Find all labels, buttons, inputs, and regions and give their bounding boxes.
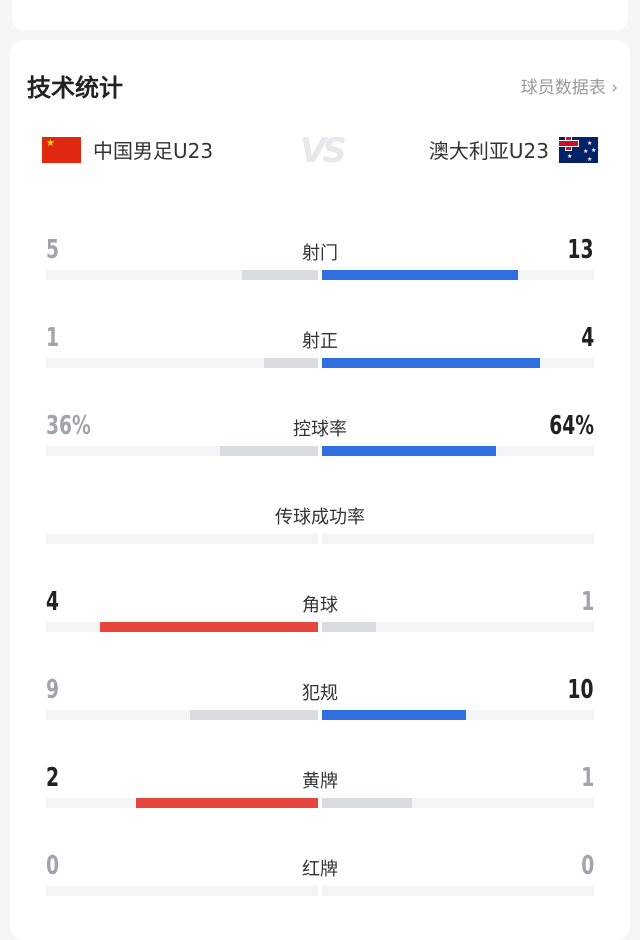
home-bar-fill xyxy=(100,622,318,632)
away-value: 1 xyxy=(580,587,594,617)
away-bar-track xyxy=(322,798,594,808)
home-bar-track xyxy=(46,798,318,808)
away-bar-fill xyxy=(322,446,497,456)
home-bar-track xyxy=(46,358,318,368)
home-bar-track xyxy=(46,886,318,896)
stat-row: 传球成功率 xyxy=(46,499,594,559)
home-team[interactable]: ★ 中国男足U23 xyxy=(42,135,213,164)
stat-label: 射正 xyxy=(302,331,338,352)
stat-label: 控球率 xyxy=(293,419,347,440)
home-bar-fill xyxy=(263,358,318,368)
stat-row: 2 黄牌 1 xyxy=(46,763,594,823)
away-bar-fill xyxy=(322,710,467,720)
away-bar-fill xyxy=(322,270,518,280)
australia-flag-icon: ★ ★ ★ ★ ★ xyxy=(559,136,598,163)
away-value: 10 xyxy=(567,675,594,705)
away-bar-track xyxy=(322,270,594,280)
stat-label: 角球 xyxy=(302,595,338,616)
stat-row: 5 射门 13 xyxy=(46,235,594,295)
away-bar-track xyxy=(322,358,594,368)
stat-label: 红牌 xyxy=(302,859,338,880)
away-bar-track xyxy=(322,534,594,544)
home-bar-fill xyxy=(220,446,318,456)
player-stats-link[interactable]: 球员数据表 › xyxy=(520,78,618,98)
away-value: 4 xyxy=(580,323,594,353)
home-bar-track xyxy=(46,622,318,632)
home-bar-track xyxy=(46,534,318,544)
home-bar-track xyxy=(46,270,318,280)
tech-stats-card: 技术统计 球员数据表 › ★ 中国男足U23 VS 澳大利亚U23 ★ ★ ★ ★ ★ … xyxy=(10,40,630,940)
away-bar-track xyxy=(322,622,594,632)
away-value: 0 xyxy=(580,851,594,881)
stat-row: 9 犯规 10 xyxy=(46,675,594,735)
away-value: 64% xyxy=(549,411,594,441)
vs-logo: VS xyxy=(300,131,347,171)
home-value: 2 xyxy=(46,763,60,793)
stat-label: 犯规 xyxy=(302,683,338,704)
stat-label: 传球成功率 xyxy=(275,507,365,528)
home-bar-track xyxy=(46,710,318,720)
away-bar-fill xyxy=(322,358,540,368)
home-value: 4 xyxy=(46,587,60,617)
away-bar-track xyxy=(322,710,594,720)
away-bar-fill xyxy=(322,622,377,632)
home-bar-track xyxy=(46,446,318,456)
away-team[interactable]: 澳大利亚U23 ★ ★ ★ ★ ★ xyxy=(429,135,598,164)
china-flag-icon: ★ xyxy=(42,136,81,163)
home-value: 36% xyxy=(46,411,91,441)
away-bar-track xyxy=(322,886,594,896)
away-bar-fill xyxy=(322,798,412,808)
home-value: 0 xyxy=(46,851,60,881)
home-value: 5 xyxy=(46,235,60,265)
home-bar-fill xyxy=(135,798,318,808)
away-value: 1 xyxy=(580,763,594,793)
stat-label: 射门 xyxy=(302,243,338,264)
stat-row: 1 射正 4 xyxy=(46,323,594,383)
stat-row: 4 角球 1 xyxy=(46,587,594,647)
home-team-name: 中国男足U23 xyxy=(93,139,214,163)
stat-row: 36% 控球率 64% xyxy=(46,411,594,471)
home-value: 9 xyxy=(46,675,60,705)
home-bar-fill xyxy=(241,270,318,280)
away-team-name: 澳大利亚U23 xyxy=(428,139,549,163)
home-bar-fill xyxy=(190,710,318,720)
previous-card xyxy=(12,0,628,30)
home-value: 1 xyxy=(46,323,60,353)
teams-row: ★ 中国男足U23 VS 澳大利亚U23 ★ ★ ★ ★ ★ xyxy=(10,131,630,171)
stat-label: 黄牌 xyxy=(302,771,338,792)
away-value: 13 xyxy=(567,235,594,265)
section-title: 技术统计 xyxy=(27,74,123,102)
stat-row: 0 红牌 0 xyxy=(46,851,594,911)
away-bar-track xyxy=(322,446,594,456)
